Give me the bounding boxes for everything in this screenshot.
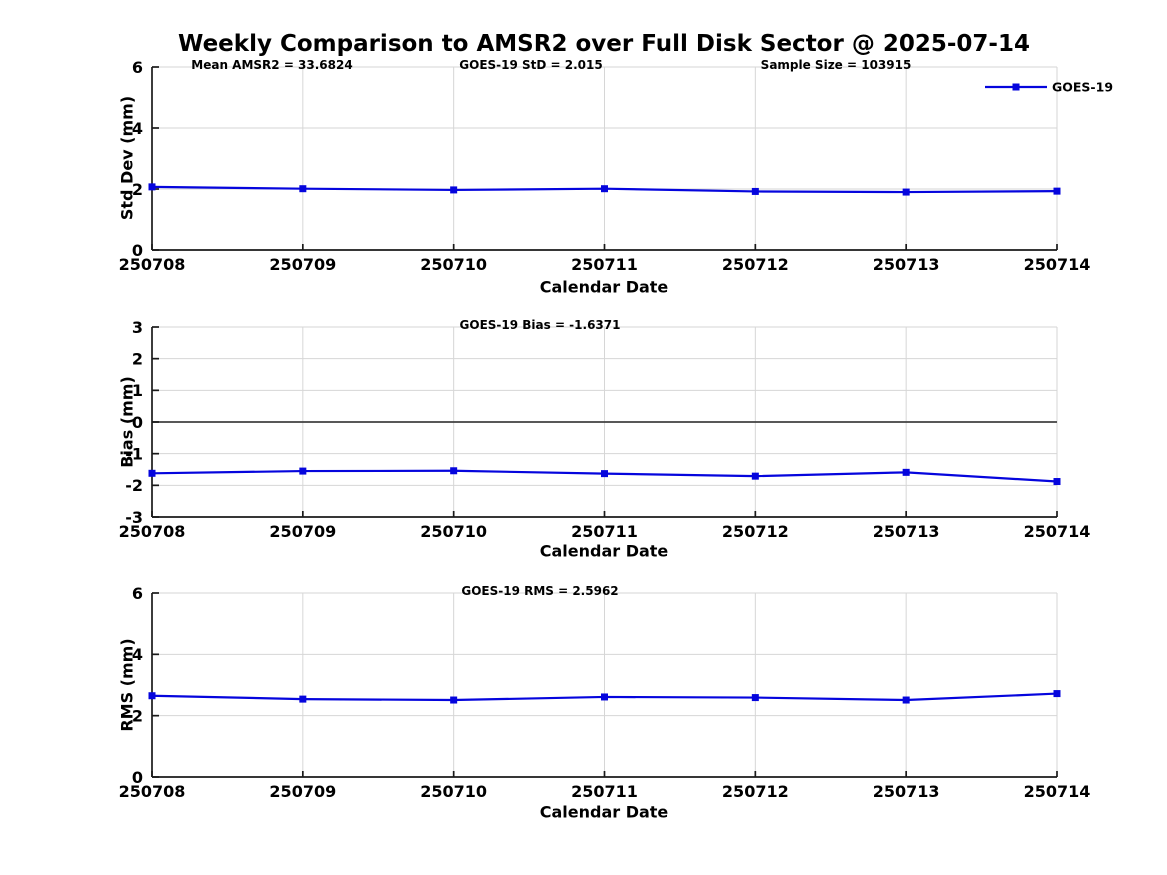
- x-tick-label: 250709: [269, 255, 336, 274]
- x-tick-label: 250714: [1024, 782, 1091, 801]
- data-point-marker: [148, 469, 156, 477]
- data-point-marker: [902, 696, 910, 704]
- data-point-marker: [601, 470, 608, 478]
- x-tick-label: 250708: [119, 782, 186, 801]
- data-point-marker: [299, 695, 307, 703]
- data-point-marker: [450, 467, 458, 475]
- x-tick-label: 250711: [571, 782, 638, 801]
- data-point-marker: [299, 467, 307, 475]
- data-point-marker: [601, 185, 608, 193]
- y-tick-label: 4: [132, 119, 143, 138]
- x-tick-label: 250709: [269, 782, 336, 801]
- data-point-marker: [148, 183, 156, 191]
- data-point-marker: [1053, 690, 1061, 698]
- data-point-marker: [751, 472, 759, 480]
- annotation-goes19-rms: GOES-19 RMS = 2.5962: [461, 584, 619, 598]
- legend-marker: [1012, 83, 1020, 91]
- y-tick-label: 6: [132, 58, 143, 77]
- ylabel-rms: RMS (mm): [117, 638, 137, 732]
- ylabel-std-dev: Std Dev (mm): [117, 95, 137, 221]
- annotation-mean-amsr2: Mean AMSR2 = 33.6824: [191, 58, 353, 72]
- x-tick-label: 250713: [873, 522, 940, 541]
- annotation-goes19-bias: GOES-19 Bias = -1.6371: [459, 318, 621, 332]
- subplot-bias: -3 -2 -1 0 1 2 3 250708 250709 250710 250711 250712…: [119, 318, 1091, 541]
- data-point-marker: [450, 696, 458, 704]
- x-tick-label: 250714: [1024, 255, 1091, 274]
- x-tick-label: 250712: [722, 255, 789, 274]
- y-tick-label: 2: [132, 180, 143, 199]
- subplot-rms: 0 2 4 6 250708 250709 250710 250711 250712 250713…: [119, 584, 1091, 801]
- x-tick-label: 250710: [420, 782, 487, 801]
- x-tick-label: 250709: [269, 522, 336, 541]
- data-point-marker: [450, 186, 458, 194]
- y-tick-label: 2: [132, 706, 143, 725]
- y-tick-label: 0: [132, 413, 143, 432]
- subplot-std-dev: 0 2 4 6 250708 250709 250710 250711 250712 250713…: [119, 58, 1091, 274]
- y-tick-label: 6: [132, 584, 143, 603]
- data-point-marker: [902, 188, 910, 196]
- x-tick-label: 250710: [420, 522, 487, 541]
- annotation-sample-size: Sample Size = 103915: [760, 58, 912, 72]
- y-tick-label: 2: [132, 349, 143, 368]
- x-tick-label: 250710: [420, 255, 487, 274]
- x-tick-label: 250712: [722, 782, 789, 801]
- data-point-marker: [751, 694, 759, 702]
- xlabel-calendar-date-1: Calendar Date: [539, 277, 669, 297]
- xlabel-calendar-date-2: Calendar Date: [539, 541, 669, 561]
- y-tick-label: 1: [132, 381, 143, 400]
- figure-title: Weekly Comparison to AMSR2 over Full Dis…: [178, 31, 1030, 57]
- data-point-marker: [299, 185, 307, 193]
- x-tick-label: 250713: [873, 782, 940, 801]
- y-tick-label: -1: [125, 444, 143, 463]
- y-tick-label: 3: [132, 318, 143, 337]
- annotation-goes19-std: GOES-19 StD = 2.015: [459, 58, 603, 72]
- x-tick-label: 250708: [119, 255, 186, 274]
- x-tick-label: 250711: [571, 255, 638, 274]
- x-tick-label: 250714: [1024, 522, 1091, 541]
- legend-label-goes-19: GOES-19: [1052, 79, 1114, 95]
- x-tick-label: 250708: [119, 522, 186, 541]
- data-point-marker: [1053, 187, 1061, 195]
- legend: [985, 83, 1047, 91]
- data-point-marker: [601, 693, 608, 701]
- data-point-marker: [1053, 478, 1061, 486]
- data-point-marker: [148, 692, 156, 700]
- y-tick-label: -2: [125, 476, 143, 495]
- x-tick-label: 250711: [571, 522, 638, 541]
- data-point-marker: [751, 187, 759, 195]
- ylabel-bias: Bias (mm): [117, 376, 137, 468]
- y-tick-label: 4: [132, 645, 143, 664]
- y-tick-label: -3: [125, 508, 143, 527]
- x-tick-label: 250713: [873, 255, 940, 274]
- x-tick-label: 250712: [722, 522, 789, 541]
- y-tick-label: 0: [132, 241, 143, 260]
- data-point-marker: [902, 468, 910, 476]
- xlabel-calendar-date-3: Calendar Date: [539, 802, 669, 822]
- y-tick-label: 0: [132, 768, 143, 787]
